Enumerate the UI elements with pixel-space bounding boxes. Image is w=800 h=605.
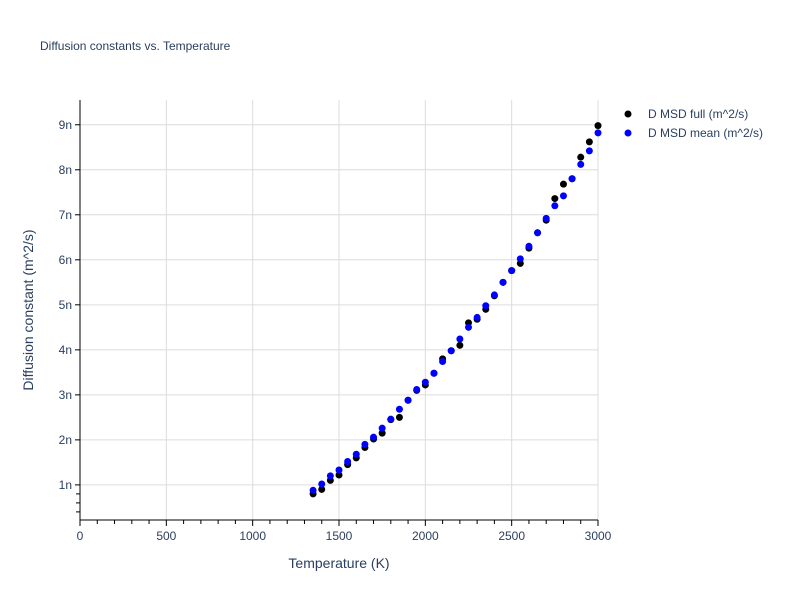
grid [80, 100, 599, 520]
axes [75, 100, 599, 526]
data-point [542, 214, 550, 222]
data-point [421, 378, 429, 386]
data-point [499, 278, 507, 286]
x-axis-label: Temperature (K) [288, 555, 389, 571]
y-tick-label: 2n [59, 433, 72, 447]
data-point [335, 471, 343, 479]
y-tick-label: 7n [59, 208, 72, 222]
y-axis-label: Diffusion constant (m^2/s) [20, 229, 36, 390]
data-point [404, 396, 412, 404]
data-point [577, 160, 585, 168]
x-tick-label: 1500 [326, 529, 353, 543]
data-point [577, 153, 585, 161]
data-point [568, 175, 576, 183]
data-point [490, 291, 498, 299]
data-point [430, 369, 438, 377]
legend-entry: D MSD full (m^2/s) [648, 107, 748, 121]
data-point [585, 138, 593, 146]
y-tick-label: 9n [59, 118, 72, 132]
data-point [395, 413, 403, 421]
x-tick-label: 500 [156, 529, 176, 543]
data-point [318, 480, 326, 488]
data-point [465, 323, 472, 331]
data-point [534, 229, 542, 237]
x-tick-label: 2500 [498, 529, 525, 543]
data-point [447, 347, 455, 355]
chart-title: Diffusion constants vs. Temperature [40, 39, 231, 53]
y-tick-label: 8n [59, 163, 72, 177]
y-tick-label: 4n [59, 343, 72, 357]
data-point [516, 255, 524, 263]
data-point [361, 440, 369, 448]
y-tick-label: 1n [59, 478, 72, 492]
legend-marker [624, 129, 632, 137]
x-tick-label: 0 [77, 529, 84, 543]
data-point [551, 202, 559, 210]
y-tick-label: 6n [59, 253, 72, 267]
data-point [378, 429, 386, 437]
data-points [309, 122, 602, 498]
tick-labels: 1n 2n 3n 4n 5n 6n 7n 8n 9n 0 500 1000 1500 2000 2500 30… [59, 118, 612, 543]
x-tick-label: 2000 [412, 529, 439, 543]
data-point [395, 405, 403, 413]
data-point [318, 485, 326, 493]
data-point [326, 472, 334, 480]
data-point [352, 450, 360, 458]
data-point [335, 466, 343, 474]
data-point [525, 242, 533, 250]
data-point [309, 486, 317, 494]
data-point [473, 313, 481, 321]
y-tick-label: 5n [59, 298, 72, 312]
data-point [551, 195, 559, 203]
data-point [387, 415, 395, 423]
legend-entry: D MSD mean (m^2/s) [648, 126, 763, 140]
legend: D MSD full (m^2/s) D MSD mean (m^2/s) [624, 107, 763, 140]
legend-marker [624, 110, 632, 118]
data-point [439, 358, 447, 366]
data-point [559, 192, 567, 200]
data-point [594, 122, 602, 130]
data-point [482, 302, 490, 310]
data-point [585, 147, 593, 155]
x-tick-label: 1000 [239, 529, 266, 543]
y-tick-label: 3n [59, 388, 72, 402]
data-point [456, 341, 464, 349]
data-point [508, 267, 516, 275]
data-point [378, 424, 386, 432]
data-point [344, 457, 352, 465]
data-point [559, 180, 567, 188]
data-point [413, 385, 421, 393]
data-point [456, 335, 464, 343]
x-tick-label: 3000 [585, 529, 612, 543]
data-point [594, 129, 602, 137]
data-point [370, 433, 378, 441]
